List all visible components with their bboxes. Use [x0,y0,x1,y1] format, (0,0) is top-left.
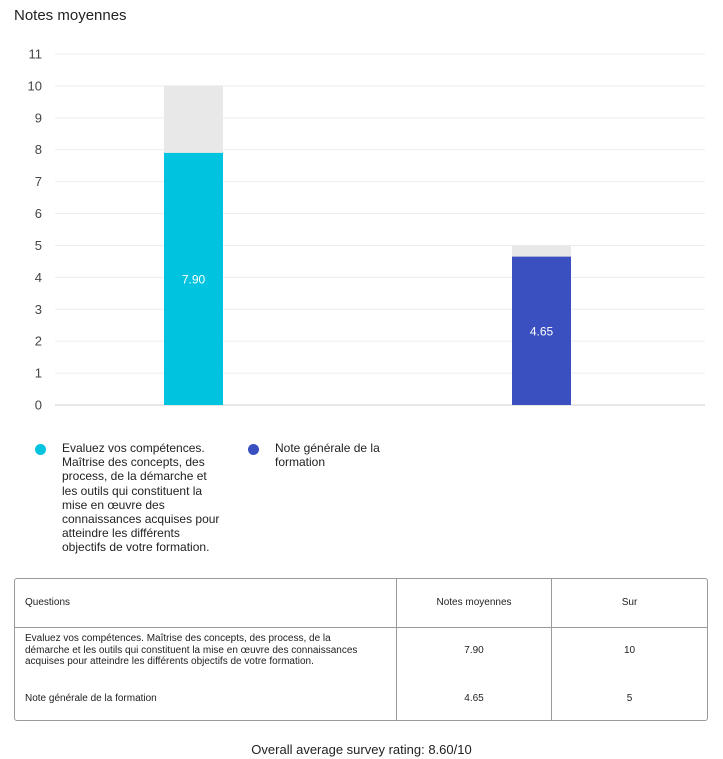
table-row-1-question: Evaluez vos compétences. Maîtrise des co… [25,633,358,667]
bar-chart: 0 1 2 3 4 5 6 7 8 9 10 11 7.90 4.65 [28,47,705,413]
table-header-questions: Questions [25,597,71,608]
table-row-2-note: 4.65 [464,693,484,704]
legend-item-1[interactable]: Evaluez vos compétences. Maîtrise des co… [35,441,225,555]
y-tick-label: 4 [35,270,42,285]
table-row-1-sur: 10 [623,645,636,656]
legend-marker-2 [248,444,259,455]
table-header-notes: Notes moyennes [436,597,512,608]
table-header-sur: Sur [621,597,638,608]
table-column-divider [396,579,397,720]
bar-data-label-2: 4.65 [530,324,554,338]
legend-marker-1 [35,444,46,455]
y-tick-label: 5 [35,238,42,253]
bar-data-label-1: 7.90 [182,272,206,286]
y-tick-label: 11 [29,47,43,62]
legend-label-1: Evaluez vos compétences. Maîtrise des co… [62,441,220,555]
y-tick-label: 6 [35,206,42,221]
y-tick-label: 10 [28,78,42,93]
overall-rating: Overall average survey rating: 8.60/10 [251,742,472,757]
table-header-divider [15,627,707,628]
legend-label-2: Note générale de la formation [275,441,380,470]
table-row-2-question: Note générale de la formation [25,693,157,704]
bar-value-1 [164,152,223,405]
y-tick-label: 3 [35,302,42,317]
y-tick-label: 0 [35,398,42,413]
table-row-1-note: 7.90 [464,645,484,656]
legend-item-2[interactable]: Note générale de la formation [248,441,408,469]
results-table: Questions Notes moyennes Sur Evaluez vos… [14,578,708,721]
chart-title: Notes moyennes [14,7,127,24]
y-tick-label: 7 [35,174,42,189]
bar-value-2 [512,256,571,405]
y-tick-label: 9 [35,110,42,125]
table-row-2-sur: 5 [626,693,633,704]
table-column-divider [551,579,552,720]
y-tick-label: 2 [35,334,42,349]
y-tick-label: 1 [35,366,42,381]
y-tick-label: 8 [35,142,42,157]
